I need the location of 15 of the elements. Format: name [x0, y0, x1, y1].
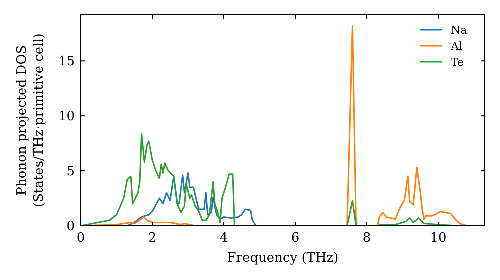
legend-label: Al	[450, 40, 463, 53]
x-tick-label: 8	[362, 231, 372, 246]
x-tick-label: 0	[76, 231, 86, 246]
x-tick-label: 4	[220, 231, 228, 246]
y-axis-title: Phonon projected DOS (States/THz·primitive cell)	[15, 33, 47, 208]
legend-label: Te	[451, 56, 464, 69]
legend-label: Na	[451, 24, 468, 37]
y-tick-label: 0	[66, 220, 75, 234]
x-tick-label: 2	[148, 231, 157, 246]
y-tick-label: 10	[58, 110, 75, 125]
y-tick-label: 15	[58, 54, 75, 70]
x-tick-label: 6	[291, 231, 300, 246]
x-axis-title: Frequency (THz)	[227, 251, 339, 266]
x-tick-label: 10	[430, 231, 447, 246]
y-tick-label: 5	[66, 164, 75, 180]
